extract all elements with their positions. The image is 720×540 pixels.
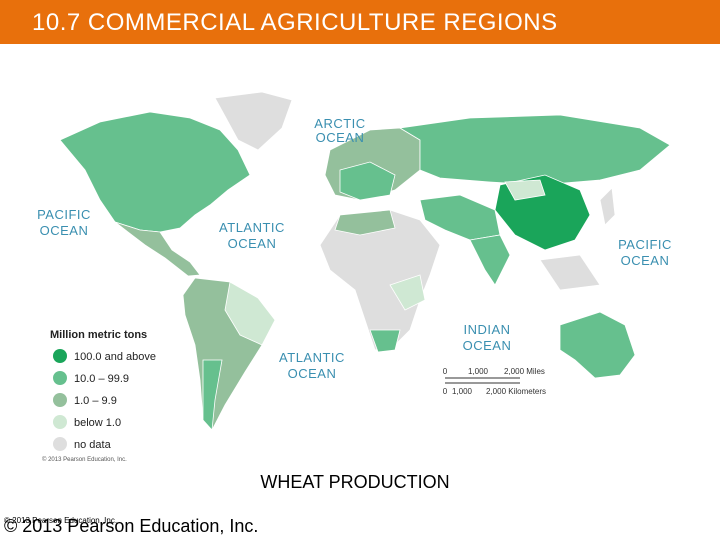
- legend-swatch: [53, 393, 67, 407]
- ocean-label: PACIFIC: [37, 207, 91, 222]
- legend-label: 1.0 – 9.9: [74, 395, 117, 407]
- ocean-label: OCEAN: [228, 236, 277, 251]
- ocean-label: ATLANTIC: [219, 220, 285, 235]
- ocean-label: OCEAN: [621, 253, 670, 268]
- scale-label: 2,000 Kilometers: [486, 387, 546, 396]
- ocean-label: ARCTIC: [314, 116, 365, 131]
- scale-label: 0: [443, 387, 448, 396]
- map-credit: © 2013 Pearson Education, Inc.: [42, 456, 127, 463]
- legend-label: no data: [74, 439, 112, 451]
- copyright-overlay: © 2013 Pearson Education, Inc.: [4, 516, 118, 525]
- landmasses: [59, 91, 671, 431]
- legend-swatch: [53, 371, 67, 385]
- ocean-label: OCEAN: [463, 338, 512, 353]
- scale-label: 1,000: [452, 387, 473, 396]
- ocean-label: PACIFIC: [618, 237, 672, 252]
- header-bar: [0, 0, 720, 44]
- map: ARCTIC OCEAN PACIFIC OCEAN ATLANTIC OCEA…: [37, 91, 672, 463]
- slide-title: 10.7 COMMERCIAL AGRICULTURE REGIONS: [32, 9, 558, 36]
- ocean-label: ATLANTIC: [279, 350, 345, 365]
- legend-label: 100.0 and above: [74, 351, 156, 363]
- legend-swatch: [53, 437, 67, 451]
- legend-label: 10.0 – 99.9: [74, 373, 129, 385]
- scale-label: 1,000: [468, 367, 489, 376]
- ocean-label: OCEAN: [288, 366, 337, 381]
- ocean-label: OCEAN: [40, 223, 89, 238]
- ocean-label: INDIAN: [463, 322, 510, 337]
- legend-swatch: [53, 349, 67, 363]
- legend-swatch: [53, 415, 67, 429]
- scale-label: 2,000 Miles: [504, 367, 545, 376]
- legend: Million metric tons 100.0 and above 10.0 …: [50, 329, 156, 451]
- ocean-labels: ARCTIC OCEAN PACIFIC OCEAN ATLANTIC OCEA…: [37, 116, 672, 381]
- ocean-label: OCEAN: [316, 130, 365, 145]
- scale-bar: 0 1,000 2,000 Miles 0 1,000 2,000 Kilome…: [443, 367, 546, 396]
- scale-label: 0: [443, 367, 448, 376]
- copyright: © 2013 Pearson Education, Inc.: [4, 516, 259, 536]
- caption: WHEAT PRODUCTION: [260, 472, 450, 492]
- legend-label: below 1.0: [74, 417, 121, 429]
- legend-title: Million metric tons: [50, 329, 147, 341]
